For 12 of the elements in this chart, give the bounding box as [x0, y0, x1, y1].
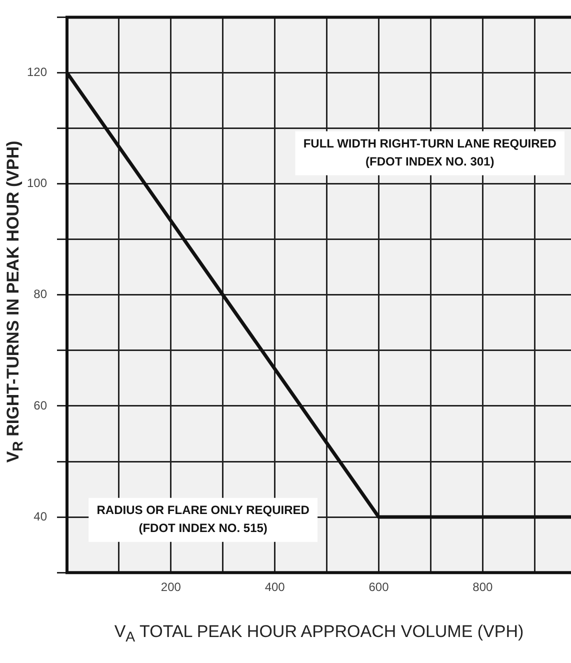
y-tick-label: 120: [26, 65, 48, 80]
annotation: RADIUS OR FLARE ONLY REQUIRED (FDOT INDEX NO. 515): [96, 503, 310, 536]
x-axis-title: V$_{A}$ TOTAL PEAK HOUR APPROACH VOLUME (VPH): [113, 622, 525, 646]
x-tick-label: 200: [160, 580, 182, 594]
x-tick-label: 600: [368, 580, 390, 594]
y-tick-label: 40: [34, 509, 48, 524]
annotation: FULL WIDTH RIGHT-TURN LANE REQUIRED (FDOT INDEX NO. 301): [303, 136, 557, 169]
y-tick-label: 80: [34, 287, 48, 302]
x-tick-label: 400: [264, 580, 286, 594]
x-tick-label: 800: [472, 580, 493, 594]
y-tick-label: 60: [34, 398, 48, 412]
y-tick-label: 100: [26, 176, 48, 190]
